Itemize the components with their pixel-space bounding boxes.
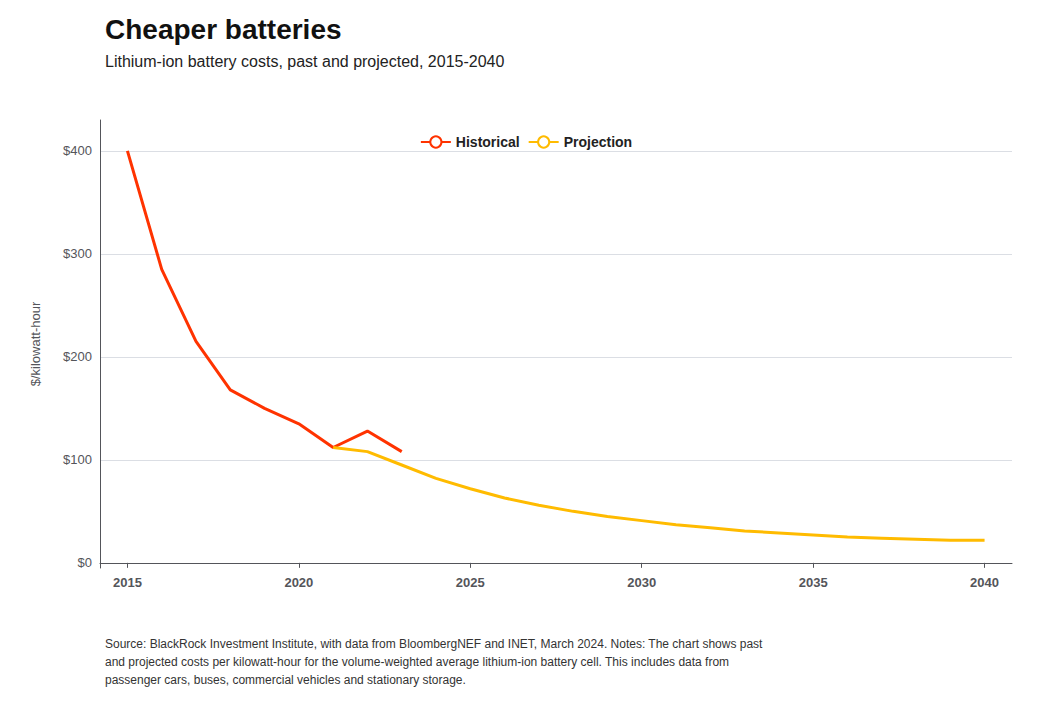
svg-text:2040: 2040 <box>970 575 999 590</box>
svg-text:and projected costs per kilowa: and projected costs per kilowatt-hour fo… <box>105 655 729 669</box>
svg-text:$100: $100 <box>63 452 92 467</box>
svg-text:passenger cars, buses, commerc: passenger cars, buses, commercial vehicl… <box>105 673 466 687</box>
svg-text:2015: 2015 <box>113 575 142 590</box>
svg-text:$/kilowatt-hour: $/kilowatt-hour <box>28 301 43 386</box>
svg-text:2020: 2020 <box>284 575 313 590</box>
svg-text:Cheaper batteries: Cheaper batteries <box>105 14 342 45</box>
svg-text:Lithium-ion battery costs, pas: Lithium-ion battery costs, past and proj… <box>105 53 504 70</box>
svg-text:Projection: Projection <box>564 134 632 150</box>
svg-text:2025: 2025 <box>456 575 485 590</box>
svg-text:Historical: Historical <box>456 134 520 150</box>
svg-text:$200: $200 <box>63 349 92 364</box>
svg-text:$300: $300 <box>63 246 92 261</box>
svg-text:2035: 2035 <box>799 575 828 590</box>
svg-text:$400: $400 <box>63 143 92 158</box>
svg-text:$0: $0 <box>78 555 92 570</box>
svg-text:Source: BlackRock Investment I: Source: BlackRock Investment Institute, … <box>105 637 763 651</box>
svg-text:2030: 2030 <box>627 575 656 590</box>
